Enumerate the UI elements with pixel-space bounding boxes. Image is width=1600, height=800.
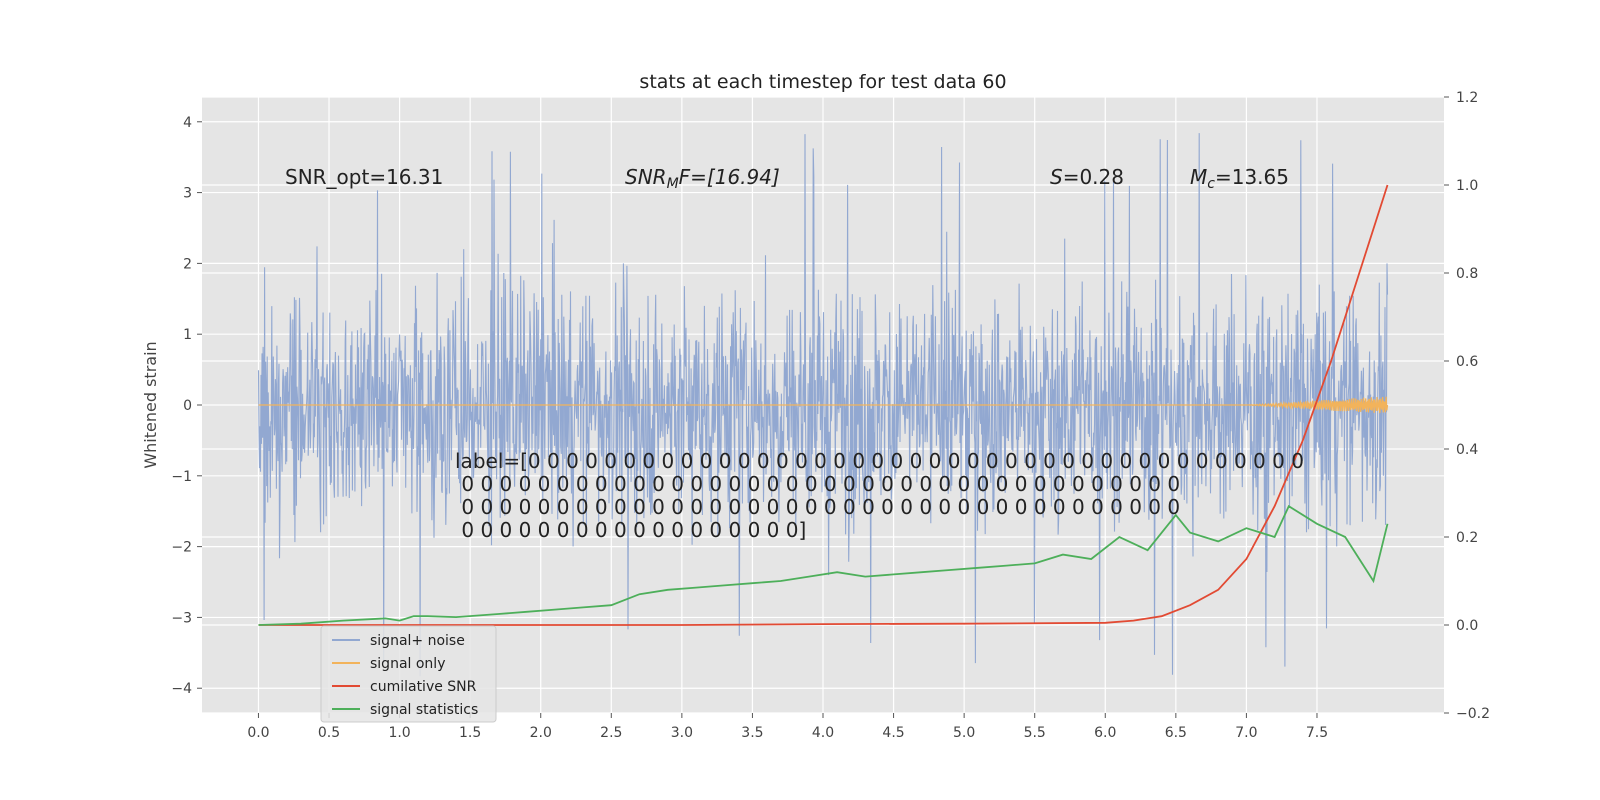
series-layer bbox=[257, 133, 1389, 677]
x-tick-label: 2.0 bbox=[530, 725, 552, 741]
legend-box bbox=[320, 625, 497, 723]
x-tick-label: 2.5 bbox=[600, 725, 622, 741]
label-line-3: 0 0 0 0 0 0 0 0 0 0 0 0 0 0 0 0 0 0 0 0 … bbox=[455, 495, 1180, 519]
x-tick-label: 6.0 bbox=[1094, 725, 1116, 741]
series-signal-only bbox=[258, 396, 1389, 414]
legend: signal+ noise signal only cumilative SNR… bbox=[320, 625, 497, 723]
y-axis-label: Whitened strain bbox=[141, 341, 160, 468]
y2-tick-label: 0.8 bbox=[1456, 266, 1478, 282]
x-tick-label: 6.5 bbox=[1165, 725, 1187, 741]
s-annotation: S=0.28 bbox=[1050, 165, 1124, 189]
x-tick-label: 1.0 bbox=[388, 725, 410, 741]
y-tick-label: 0 bbox=[183, 398, 192, 414]
legend-label-signal-statistics: signal statistics bbox=[370, 702, 478, 718]
y2-tick-label: 1.0 bbox=[1456, 178, 1478, 194]
chart-title: stats at each timestep for test data 60 bbox=[639, 71, 1006, 93]
y-tick-label: 2 bbox=[183, 256, 192, 272]
ticks: 0.0 0.5 1.0 1.5 2.0 2.5 3.0 3.5 4.0 4.5 5.0 5.5 6.0 6… bbox=[171, 90, 1490, 741]
mc-annotation: Mc=13.65 bbox=[1190, 165, 1289, 192]
y-tick-label: −1 bbox=[171, 469, 192, 485]
series-signal-statistics bbox=[258, 504, 1389, 626]
annotations: SNR_opt=16.31 SNRMF=[16.94] S=0.28 Mc=13… bbox=[285, 165, 1289, 192]
y2-tick-label: 1.2 bbox=[1456, 90, 1478, 106]
y2-tick-label: 0.0 bbox=[1456, 618, 1478, 634]
legend-label-signal-noise: signal+ noise bbox=[370, 633, 465, 649]
y2-tick-label: 0.4 bbox=[1456, 442, 1478, 458]
x-tick-label: 4.0 bbox=[812, 725, 834, 741]
y-tick-label: −2 bbox=[171, 540, 192, 556]
x-tick-label: 3.5 bbox=[741, 725, 763, 741]
snr-mf-annotation: SNRMF=[16.94] bbox=[625, 165, 780, 192]
x-tick-label: 0.5 bbox=[318, 725, 340, 741]
y2-tick-label: 0.6 bbox=[1456, 354, 1478, 370]
x-tick-label: 4.5 bbox=[882, 725, 904, 741]
series-signal-noise bbox=[257, 133, 1389, 677]
x-tick-label: 5.5 bbox=[1024, 725, 1046, 741]
label-line-4: 0 0 0 0 0 0 0 0 0 0 0 0 0 0 0 0 0 0] bbox=[455, 518, 806, 542]
label-annotation: label=[0 0 0 0 0 0 0 0 0 0 0 0 0 0 0 0 0… bbox=[455, 449, 1304, 542]
x-tick-label: 5.0 bbox=[953, 725, 975, 741]
legend-label-signal-only: signal only bbox=[370, 656, 445, 672]
y-tick-label: 4 bbox=[183, 115, 192, 131]
label-line-2: 0 0 0 0 0 0 0 0 0 0 0 0 0 0 0 0 0 0 0 0 … bbox=[455, 472, 1180, 496]
x-tick-label: 7.0 bbox=[1235, 725, 1257, 741]
x-tick-label: 3.0 bbox=[671, 725, 693, 741]
y-tick-label: −4 bbox=[171, 681, 192, 697]
x-tick-label: 7.5 bbox=[1306, 725, 1328, 741]
y2-tick-label: 0.2 bbox=[1456, 530, 1478, 546]
y2-tick-label: −0.2 bbox=[1456, 706, 1490, 722]
x-tick-label: 0.0 bbox=[247, 725, 269, 741]
y-tick-label: 3 bbox=[183, 186, 192, 202]
y-tick-label: 1 bbox=[183, 327, 192, 343]
label-line-1: label=[0 0 0 0 0 0 0 0 0 0 0 0 0 0 0 0 0… bbox=[455, 449, 1304, 473]
snr-opt-annotation: SNR_opt=16.31 bbox=[285, 165, 443, 189]
y-tick-label: −3 bbox=[171, 610, 192, 626]
series-cumulative-snr bbox=[258, 184, 1389, 626]
x-tick-label: 1.5 bbox=[459, 725, 481, 741]
legend-label-cumulative-snr: cumilative SNR bbox=[370, 679, 477, 695]
